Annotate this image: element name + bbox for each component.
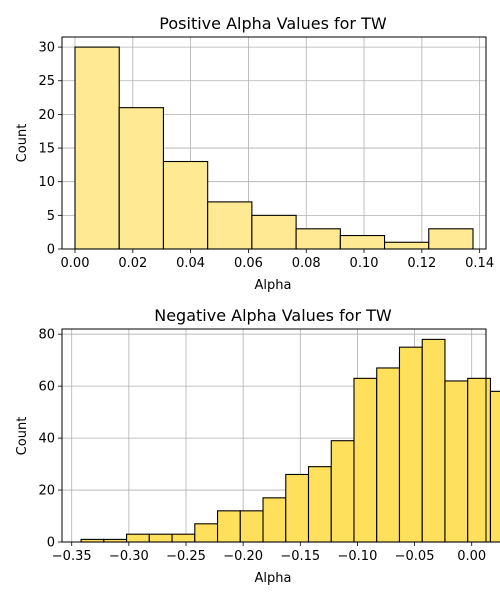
positive-alpha-histogram: Positive Alpha Values for TW 0.00 0.02 0.0…: [15, 14, 494, 293]
histogram-bar: [421, 338, 446, 543]
histogram-bar: [489, 390, 500, 543]
x-tick-label: −0.05: [395, 549, 435, 564]
plot-frame: [61, 36, 487, 250]
histogram-bar: [428, 228, 474, 250]
chart-title: Positive Alpha Values for TW: [159, 14, 387, 33]
x-tick-label: 0.10: [350, 256, 379, 271]
x-tick-label: −0.30: [109, 549, 149, 564]
x-tick-label: 0.00: [457, 549, 486, 564]
histogram-bar: [307, 466, 332, 543]
histogram-bar: [207, 201, 253, 250]
histogram-bar: [398, 346, 423, 543]
x-tick-label: −0.35: [52, 549, 92, 564]
histogram-bar: [118, 107, 164, 250]
x-tick-label: 0.14: [465, 256, 494, 271]
histogram-bar: [216, 510, 241, 543]
histogram-bar: [194, 523, 219, 543]
y-axis-label: Count: [15, 124, 30, 163]
histogram-bar: [376, 367, 401, 543]
histogram-bar: [126, 533, 150, 543]
y-tick-label: 20: [38, 484, 55, 499]
y-tick-label: 25: [38, 74, 55, 89]
histogram-bar: [339, 234, 386, 250]
chart-title: Negative Alpha Values for TW: [154, 306, 392, 325]
y-axis-ticks: 0 20 40 60 80: [38, 328, 62, 551]
x-tick-label: 0.04: [176, 256, 205, 271]
bars: [74, 46, 474, 250]
x-tick-label: 0.08: [292, 256, 321, 271]
x-tick-label: −0.20: [223, 549, 263, 564]
negative-alpha-histogram: Negative Alpha Values for TW −0.35 −0.30−…: [15, 306, 500, 586]
y-tick-label: 80: [38, 328, 55, 343]
x-tick-label: 0.12: [407, 256, 436, 271]
histogram-bar: [330, 440, 355, 543]
histogram-bar: [251, 214, 297, 250]
y-tick-label: 0: [47, 536, 55, 551]
y-tick-label: 15: [38, 142, 55, 157]
y-axis-ticks: 0 5 10 15 20 25 30: [38, 41, 62, 258]
histogram-bar: [444, 380, 469, 543]
y-tick-label: 40: [38, 432, 55, 447]
histogram-bar: [295, 228, 341, 250]
histogram-bar: [262, 497, 287, 543]
y-tick-label: 60: [38, 380, 55, 395]
histogram-bar: [467, 377, 492, 543]
y-tick-label: 0: [47, 243, 55, 258]
x-tick-label: 0.06: [234, 256, 263, 271]
histogram-bar: [171, 533, 196, 543]
x-axis-ticks: −0.35 −0.30 −0.25 −0.20 −0.15 −0.10 −0.05 0.00: [52, 542, 486, 564]
histogram-bar: [148, 533, 173, 543]
y-axis-label: Count: [15, 417, 30, 456]
histogram-bar: [162, 160, 209, 250]
histogram-bar: [74, 46, 120, 250]
histogram-bar: [353, 377, 378, 543]
x-tick-label: 0.02: [118, 256, 147, 271]
plot-frame: [61, 328, 487, 543]
bars: [80, 338, 500, 543]
y-tick-label: 5: [47, 209, 55, 224]
y-tick-label: 30: [38, 41, 55, 56]
x-tick-label: −0.15: [280, 549, 320, 564]
x-axis-label: Alpha: [255, 571, 292, 586]
x-axis-ticks: 0.00 0.02 0.04 0.06 0.08 0.10 0.12 0.14: [61, 249, 494, 271]
x-tick-label: −0.10: [338, 549, 378, 564]
x-tick-label: −0.25: [166, 549, 206, 564]
x-axis-label: Alpha: [255, 278, 292, 293]
x-tick-label: 0.00: [61, 256, 90, 271]
y-tick-label: 20: [38, 108, 55, 123]
y-tick-label: 10: [38, 175, 55, 190]
histogram-bar: [384, 241, 430, 250]
histogram-bar: [285, 473, 310, 543]
histogram-bar: [239, 510, 264, 543]
